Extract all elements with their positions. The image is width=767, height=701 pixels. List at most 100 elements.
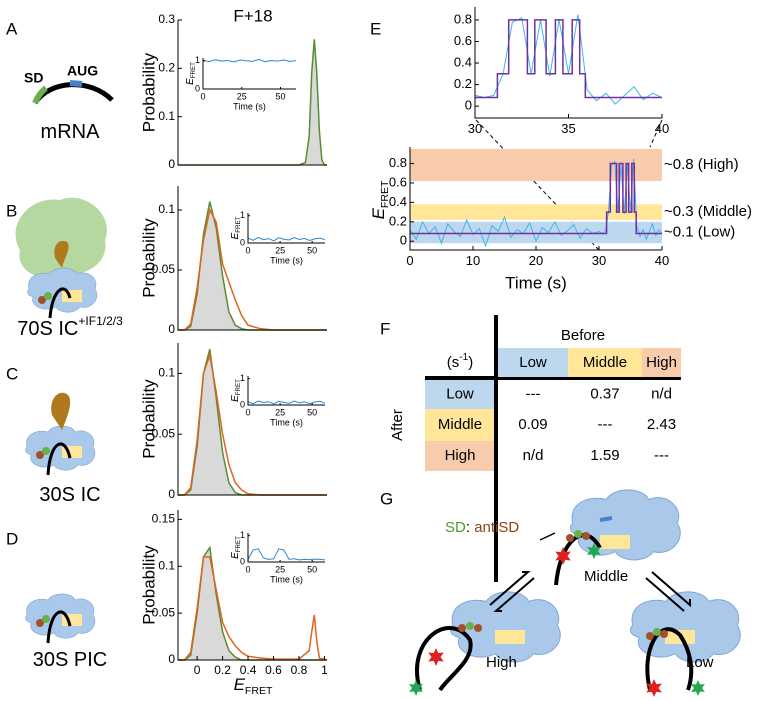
y-axis-label: Probability <box>139 218 158 298</box>
condition-label: 70S IC+IF1/2/3 <box>17 314 123 340</box>
row-header: Middle <box>438 416 482 433</box>
sep: : <box>466 519 474 536</box>
fluorophore <box>409 680 423 696</box>
axis-label-sub: FRET <box>190 62 197 78</box>
antisd: antiSD <box>474 519 519 536</box>
inset-x-label: Time (s) <box>270 417 303 427</box>
x-tick-label: 0 <box>200 91 205 101</box>
column-header: High <box>646 354 677 371</box>
y-tick-label: 0.3 <box>158 12 175 26</box>
x-axis-label: Time (s) <box>505 273 567 292</box>
zoom-connector <box>649 119 663 148</box>
fluorophore <box>691 680 705 696</box>
column-header-cell <box>498 348 568 377</box>
condition-name: 30S PIC <box>33 649 107 671</box>
x-tick-label: 0 <box>194 663 201 677</box>
axis-label: EFRET <box>234 675 273 696</box>
inset-axis <box>247 376 325 406</box>
inset-x-label: Time (s) <box>270 574 303 584</box>
x-tick-label: 1 <box>321 663 328 677</box>
y-tick-label: 0.8 <box>389 155 407 170</box>
row-header: High <box>445 447 476 464</box>
state-band <box>410 221 662 244</box>
axis-label: EFRET <box>369 180 390 219</box>
y-tick-label: 0.2 <box>454 76 472 91</box>
fit-area <box>178 349 327 495</box>
x-tick-label: 0.6 <box>265 663 282 677</box>
x-tick-label: 0 <box>245 407 250 417</box>
trace-line <box>409 158 663 248</box>
y-tick-label: 0.2 <box>158 61 175 75</box>
band-label: ~0.8 (High) <box>664 156 739 173</box>
inset-trace <box>247 236 326 242</box>
panel-letter: E <box>370 19 381 38</box>
inset-trace <box>247 400 326 405</box>
axis-label-sub: FRET <box>379 180 391 208</box>
y-tick-label: 0.05 <box>152 262 176 276</box>
axis-label-sub: FRET <box>235 379 242 395</box>
condition-sup: +IF1/2/3 <box>78 314 123 328</box>
axis-label-main: E <box>185 78 196 85</box>
column-header: Middle <box>583 354 627 371</box>
y-tick-label: 0 <box>465 98 472 113</box>
state-low <box>630 591 741 691</box>
x-tick-label: 0.4 <box>240 663 257 677</box>
sd-label: SD <box>24 70 43 86</box>
axis-label: EFRET <box>230 536 242 559</box>
table-cell: 1.59 <box>590 447 619 464</box>
column-header-cell <box>642 348 681 377</box>
condition-name: 30S IC <box>39 484 100 506</box>
x-tick-label: 0.8 <box>291 663 308 677</box>
inset-x-label: Time (s) <box>270 255 303 265</box>
row-header: Low <box>446 385 474 402</box>
y-tick-label: 0 <box>240 237 245 247</box>
row-group: After <box>389 409 406 441</box>
state-band <box>410 204 662 220</box>
zoom-trace-line <box>475 14 662 105</box>
x-tick-label: 25 <box>275 407 285 417</box>
fit-area <box>178 547 327 660</box>
condition-label: 30S IC <box>39 484 100 506</box>
axis-label-main: E <box>234 675 246 694</box>
histogram-line <box>178 207 327 331</box>
x-tick-label: 50 <box>275 91 285 101</box>
state-middle <box>539 489 681 586</box>
band-label: ~0.3 (Middle) <box>664 203 752 220</box>
x-tick-label: 0 <box>406 253 413 268</box>
y-tick-label: 0.6 <box>389 174 407 189</box>
y-tick-label: 0 <box>240 399 245 409</box>
panel-letter: B <box>6 201 17 220</box>
axis-label: EFRET <box>230 216 242 239</box>
y-tick-label: 0 <box>168 157 175 171</box>
row-header-cell <box>425 380 494 409</box>
x-tick-label: 0 <box>245 564 250 574</box>
panel-letter: C <box>6 364 18 383</box>
unit: (s-1) <box>447 352 473 371</box>
y-tick-label: 0.15 <box>152 512 176 526</box>
y-tick-label: 0 <box>168 652 175 666</box>
state-label: Low <box>686 654 714 671</box>
column-group: Before <box>561 327 605 344</box>
aug-label: AUG <box>67 63 98 79</box>
x-tick-label: 40 <box>655 121 669 136</box>
y-tick-label: 1 <box>240 210 245 220</box>
band-label: ~0.1 (Low) <box>664 223 735 240</box>
fit-area <box>178 201 327 330</box>
table-cell: --- <box>598 416 613 433</box>
x-tick-label: 25 <box>237 91 247 101</box>
fit-line <box>410 162 662 235</box>
x-tick-label: 50 <box>307 564 317 574</box>
y-tick-label: 0.6 <box>454 33 472 48</box>
y-tick-label: 0.4 <box>389 194 407 209</box>
axis-label: EFRET <box>185 62 197 85</box>
y-tick-label: 0.05 <box>152 426 176 440</box>
column-header: Low <box>519 354 547 371</box>
state-high <box>415 591 561 692</box>
y-tick-label: 0 <box>240 556 245 566</box>
axis-label-sub: FRET <box>235 216 242 232</box>
y-tick-label: 0 <box>195 83 200 93</box>
row-header-cell <box>425 441 494 471</box>
row-header-cell <box>425 409 494 441</box>
unit-end: ) <box>468 354 473 371</box>
